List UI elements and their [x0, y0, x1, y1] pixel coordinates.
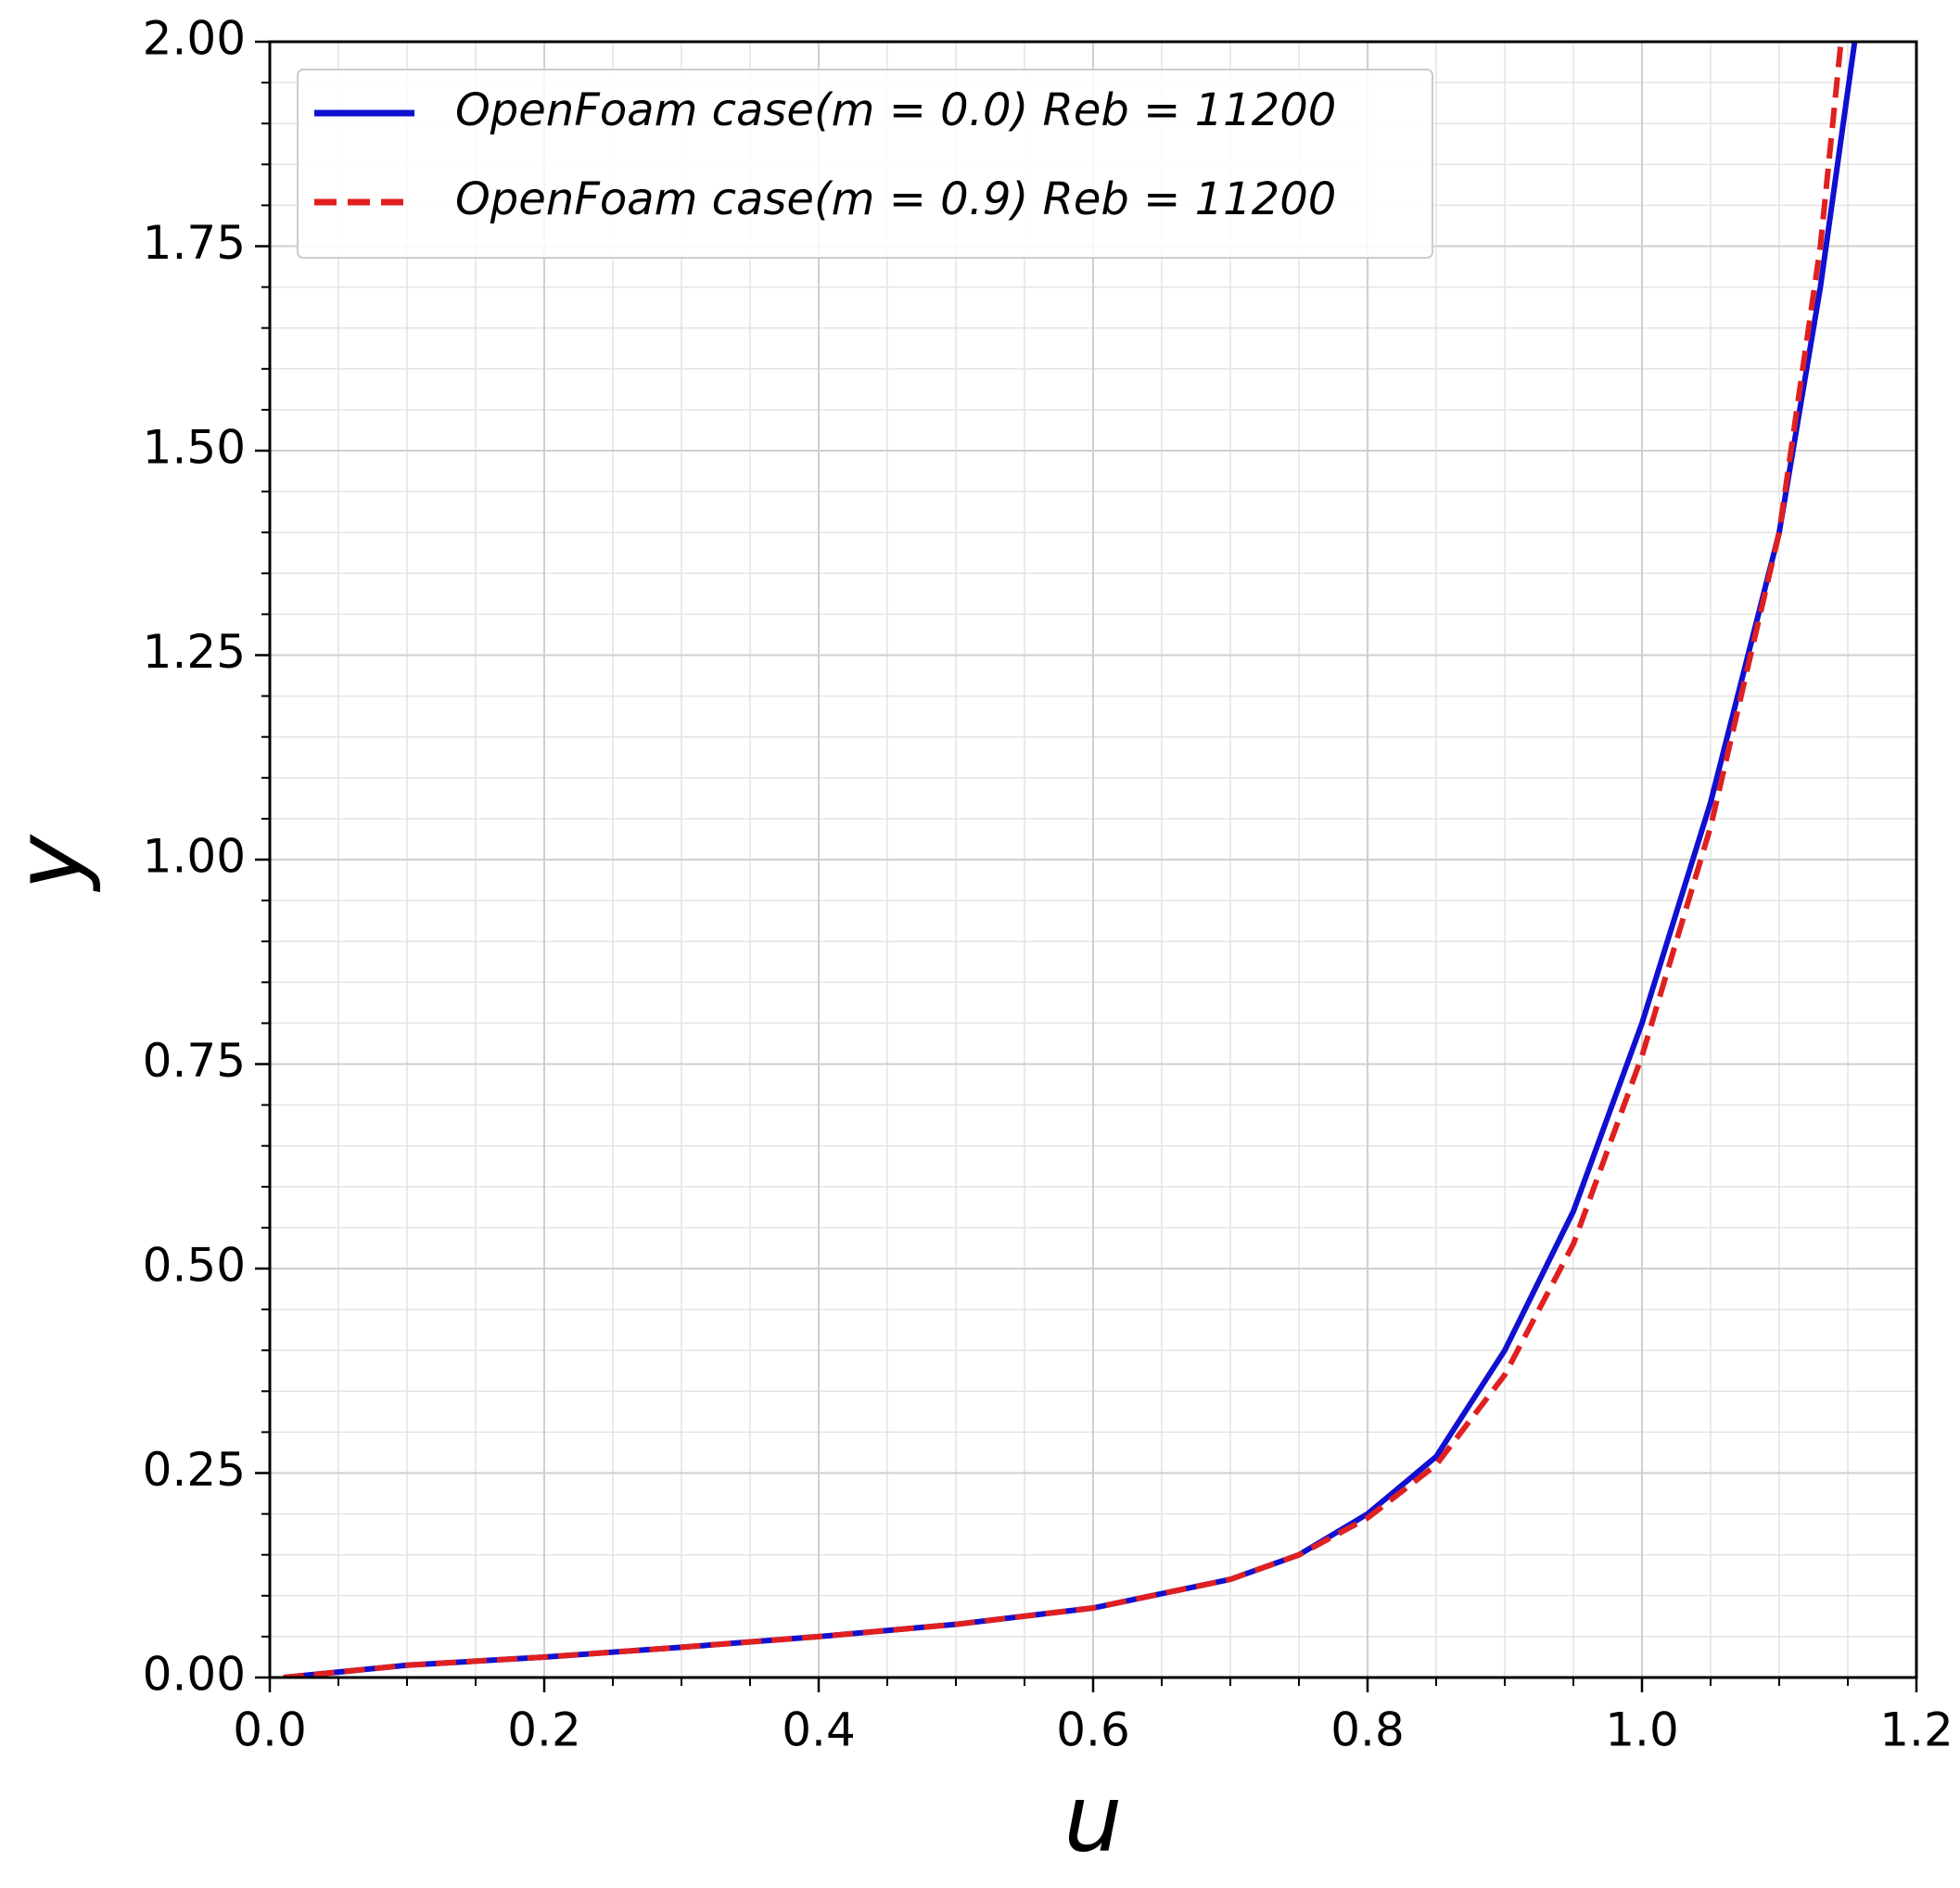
- y-tick-label: 1.75: [143, 216, 246, 270]
- x-tick-label: 1.2: [1879, 1703, 1954, 1757]
- x-axis-label: u: [1063, 1764, 1122, 1872]
- plot-lines: [283, 42, 1858, 1678]
- x-tick-label: 0.4: [782, 1703, 856, 1757]
- plot-frame: [268, 40, 1918, 1679]
- y-tick-label: 1.50: [143, 421, 246, 475]
- y-tick-label: 0.75: [143, 1034, 246, 1088]
- legend-label: OpenFoam case(m = 0.0) Reb = 11200: [455, 84, 1336, 136]
- y-tick-label: 2.00: [143, 12, 246, 66]
- x-tick-label: 0.2: [507, 1703, 581, 1757]
- series-line: [283, 42, 1844, 1678]
- y-tick-label: 0.50: [143, 1239, 246, 1293]
- x-tick-label: 1.0: [1605, 1703, 1679, 1757]
- y-tick-label: 1.25: [143, 625, 246, 679]
- x-tick-label: 0.0: [233, 1703, 307, 1757]
- y-axis-label: y: [0, 834, 103, 893]
- x-tick-label: 0.6: [1056, 1703, 1130, 1757]
- y-tick-label: 1.00: [143, 830, 246, 884]
- y-tick-label: 0.25: [143, 1443, 246, 1497]
- legend-label: OpenFoam case(m = 0.9) Reb = 11200: [455, 173, 1336, 225]
- x-tick-label: 0.8: [1330, 1703, 1405, 1757]
- y-tick-label: 0.00: [143, 1648, 246, 1702]
- legend-box: [297, 69, 1433, 259]
